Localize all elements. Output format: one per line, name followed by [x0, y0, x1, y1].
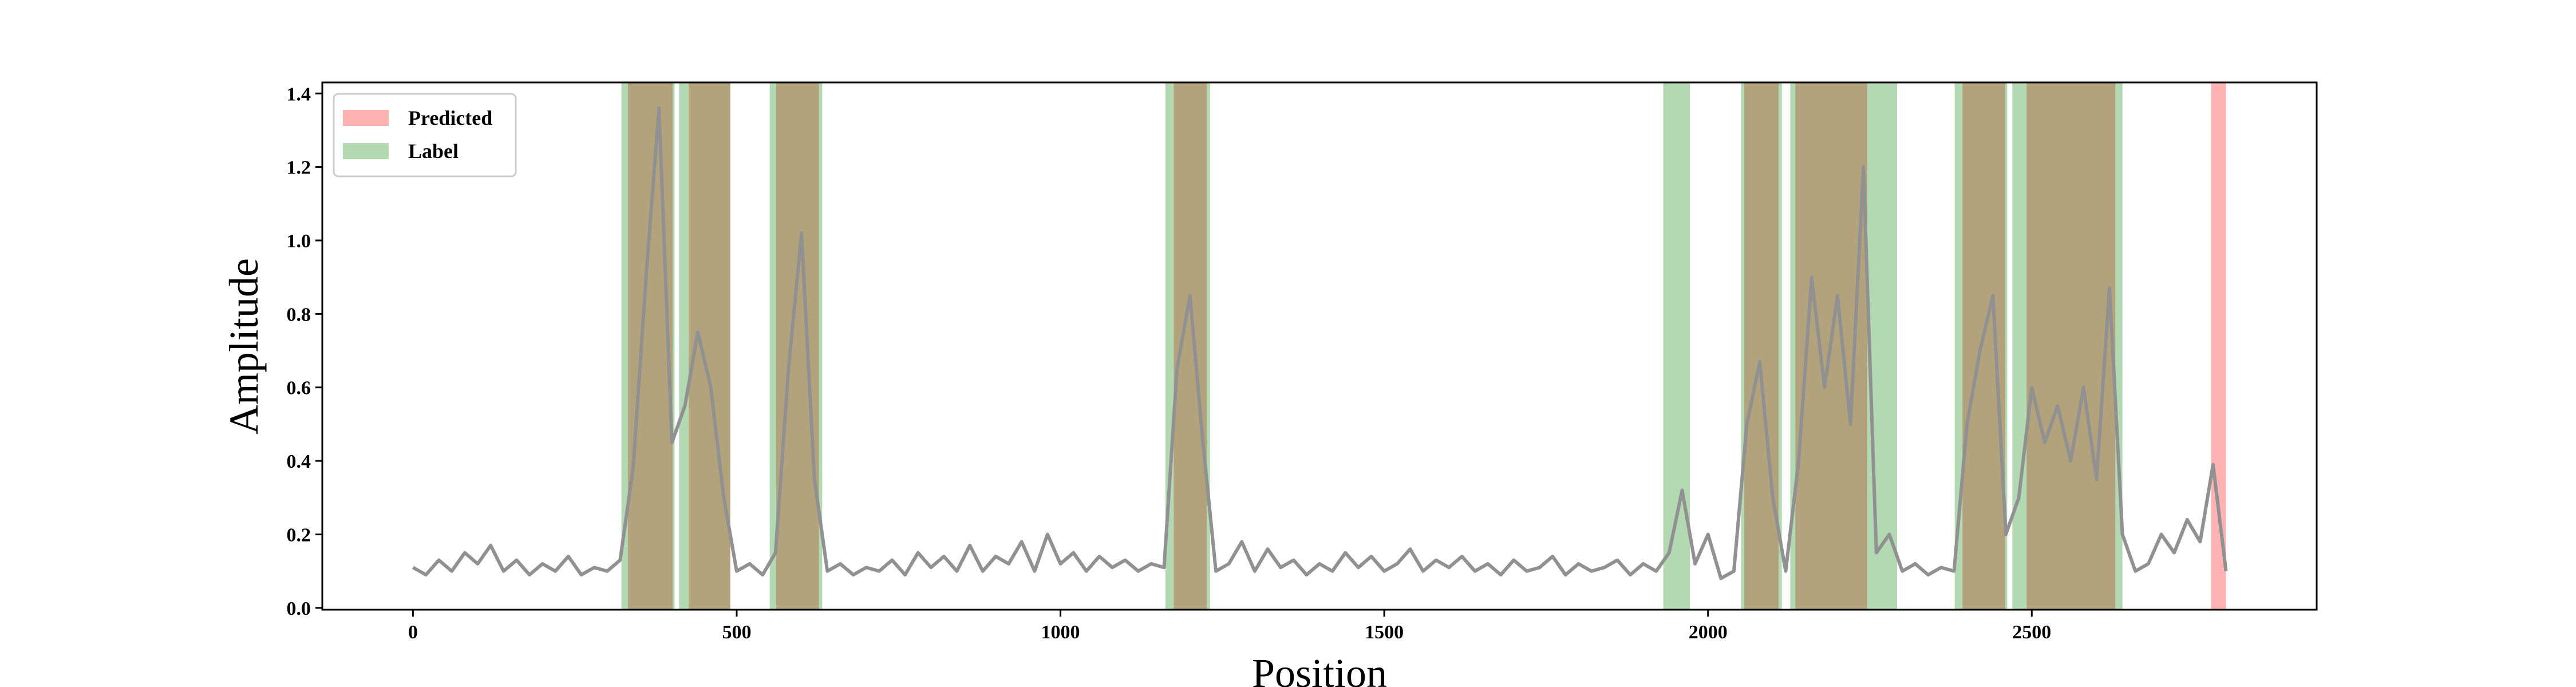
y-tick-label: 0.2	[287, 524, 311, 546]
x-tick-label: 0	[408, 622, 418, 643]
plot-frame	[321, 81, 2318, 611]
span	[679, 82, 730, 610]
y-tick-label: 0.6	[287, 378, 311, 399]
x-tick-label: 1000	[1041, 622, 1080, 643]
span	[1165, 82, 1210, 610]
span	[1741, 82, 1782, 610]
y-tick-label: 1.0	[287, 231, 311, 252]
legend-swatch	[343, 110, 389, 126]
legend-box	[333, 93, 517, 177]
y-tick-label: 0.8	[287, 304, 311, 325]
legend-label: Label	[408, 140, 459, 163]
span	[1663, 82, 1690, 610]
span	[2026, 82, 2116, 610]
y-axis-label: Amplitude	[221, 258, 267, 435]
span	[2211, 82, 2226, 610]
x-axis-label: Position	[1252, 650, 1387, 687]
y-tick-label: 0.0	[287, 598, 311, 619]
y-tick-label: 1.2	[287, 157, 311, 179]
span	[1962, 82, 2005, 610]
legend-label: Predicted	[408, 106, 492, 129]
x-tick-label: 2500	[2012, 622, 2051, 643]
x-tick-label: 500	[722, 622, 751, 643]
legend-swatch	[343, 143, 389, 159]
span	[621, 82, 675, 610]
x-tick-label: 1500	[1365, 622, 1404, 643]
span	[1744, 82, 1779, 610]
x-tick-label: 2000	[1689, 622, 1728, 643]
span	[627, 82, 673, 610]
span	[776, 82, 819, 610]
signal-line	[412, 106, 2228, 581]
span	[1174, 82, 1207, 610]
y-tick-label: 1.4	[287, 84, 311, 105]
y-tick-label: 0.4	[287, 451, 311, 472]
